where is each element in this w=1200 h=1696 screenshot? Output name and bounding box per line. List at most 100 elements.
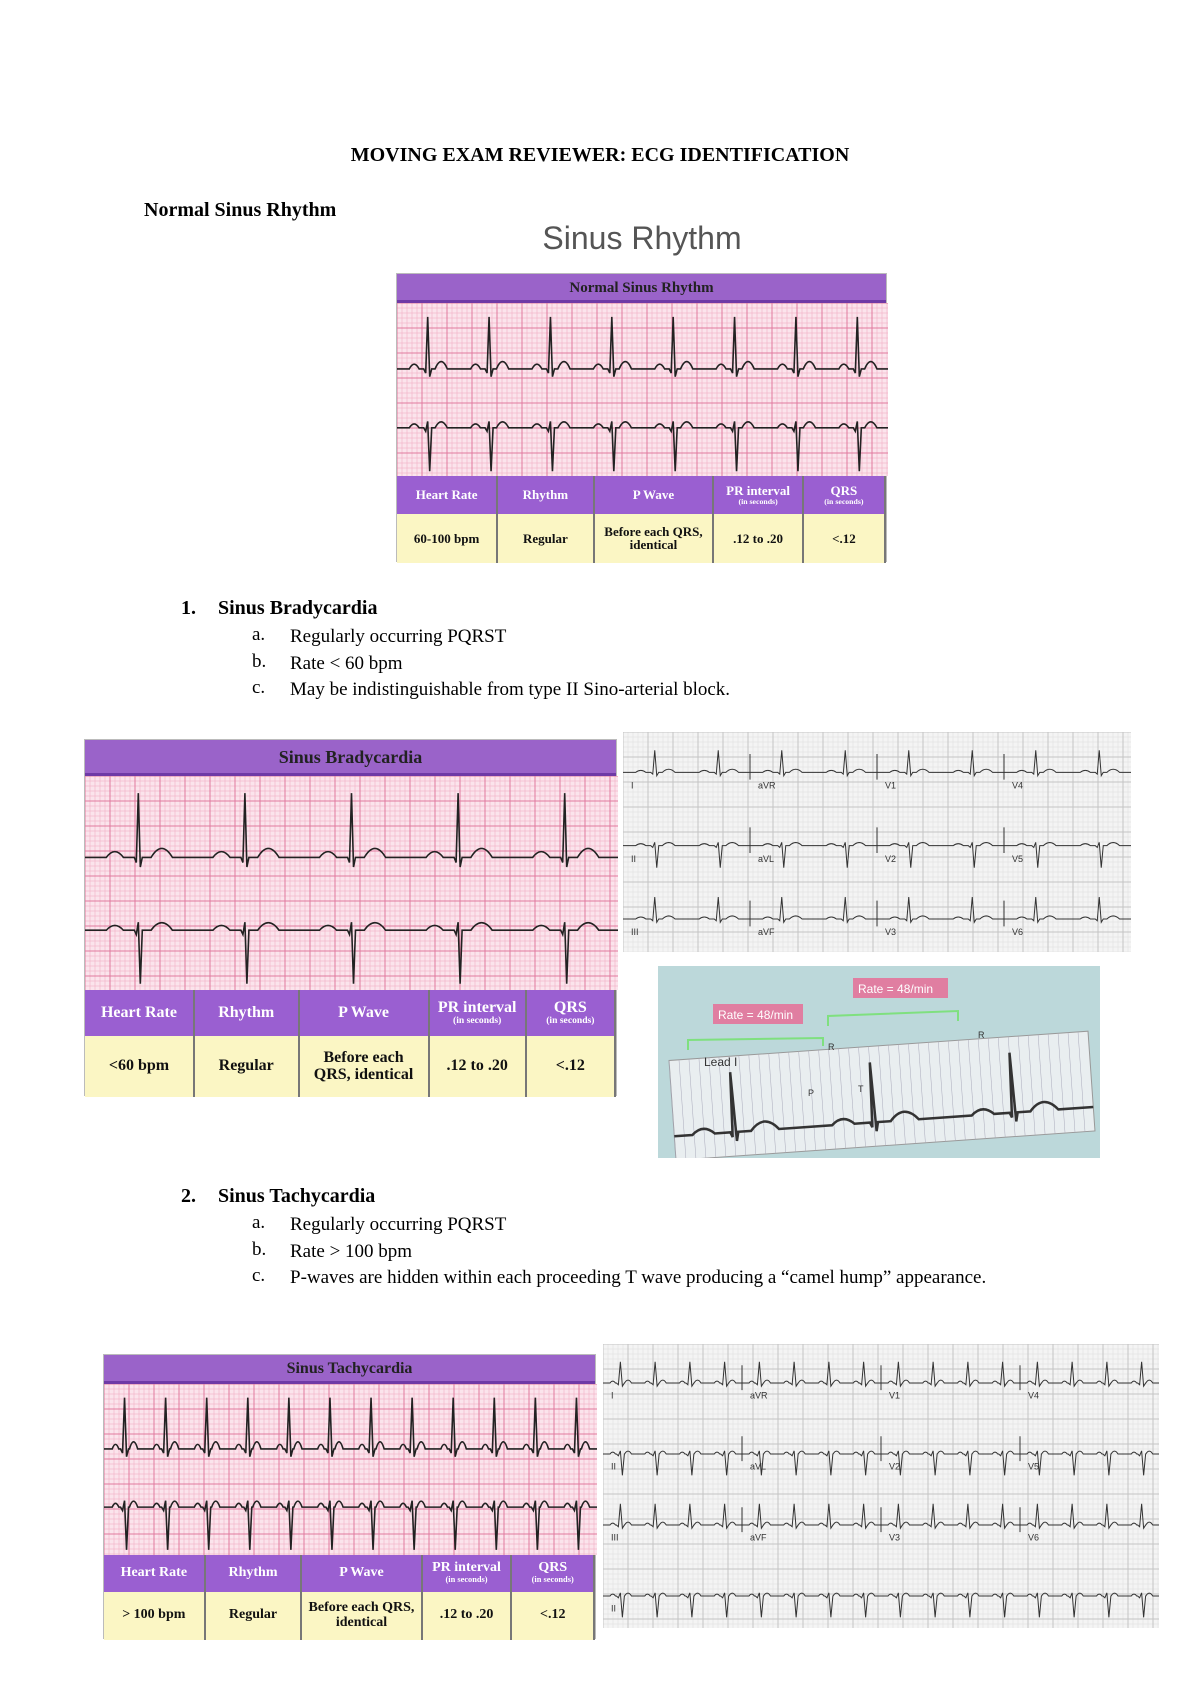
- paper-grid: [858, 1047, 866, 1148]
- lead-label: II: [611, 1462, 616, 1472]
- lead-label: V2: [889, 1462, 900, 1472]
- rhythm-card: Normal Sinus Rhythm Heart Rate Rhythm P Wav…: [396, 273, 888, 563]
- lead-label: I: [611, 1391, 614, 1401]
- ecg-trace: [623, 750, 1131, 778]
- header-label: Rhythm: [522, 487, 569, 503]
- value-text: .12 to .20: [733, 530, 783, 546]
- paper-grid: [768, 1053, 776, 1154]
- paper-grid: [778, 1052, 786, 1153]
- ecg-strip: [397, 302, 888, 477]
- header-cell: QRS (in seconds): [803, 476, 886, 514]
- header-cell: P Wave: [302, 1554, 423, 1592]
- lead-label: V4: [1028, 1391, 1039, 1401]
- paper-grid: [898, 1044, 906, 1145]
- value-text: Before each QRS, identical: [308, 1600, 415, 1630]
- lead-label: III: [611, 1533, 619, 1543]
- paper-grid: [828, 1049, 836, 1150]
- lead-label: I: [631, 780, 634, 790]
- lead-label: V1: [885, 780, 896, 790]
- item-marker: b.: [252, 650, 267, 672]
- header-cell: P Wave: [594, 476, 715, 514]
- header-cell: QRS (in seconds): [526, 989, 616, 1037]
- table-values: <60 bpm Regular Before each QRS, identical…: [85, 1036, 616, 1097]
- item-text: P-waves are hidden within each proceedin…: [290, 1267, 987, 1288]
- header-note: (in seconds): [738, 496, 778, 506]
- paper-grid: [958, 1040, 966, 1141]
- paper-grid: [798, 1051, 806, 1152]
- value-cell: <.12: [803, 513, 886, 563]
- lead-label: V3: [885, 927, 896, 937]
- item-text: Regularly occurring PQRST: [290, 626, 507, 647]
- rhythm-card: Sinus Bradycardia Heart Rate Rhythm P Wave P…: [84, 739, 618, 1097]
- grid: [603, 1344, 1159, 1628]
- value-cell: Before each QRS, identical: [594, 513, 715, 563]
- lead-label: aVL: [758, 854, 774, 864]
- ecg-trace: [104, 1397, 597, 1457]
- header-label: Heart Rate: [100, 1003, 177, 1021]
- header-label: Heart Rate: [120, 1564, 188, 1580]
- header-cell: Heart Rate: [397, 476, 499, 514]
- ecg-trace: [85, 792, 618, 867]
- lead-name: Lead I: [704, 1055, 737, 1069]
- header-label: QRS: [553, 998, 587, 1016]
- lead-label: V6: [1028, 1533, 1039, 1543]
- value-text: <.12: [555, 1057, 585, 1075]
- lead-label: V5: [1012, 854, 1023, 864]
- header-label: Rhythm: [228, 1564, 278, 1580]
- value-text: > 100 bpm: [122, 1607, 186, 1623]
- paper-grid: [908, 1043, 916, 1144]
- lead-label: II: [631, 854, 636, 864]
- paper-grid: [668, 1060, 677, 1158]
- rhythm-card: Sinus Tachycardia Heart Rate Rhythm P Wave P…: [103, 1354, 597, 1640]
- header-label: PR interval: [437, 998, 517, 1016]
- wave-label: T: [858, 1084, 864, 1094]
- table-header: Heart Rate Rhythm P Wave PR interval (in sec…: [397, 476, 886, 514]
- item-marker: a.: [252, 624, 266, 645]
- table-values: > 100 bpm Regular Before each QRS, identic…: [104, 1591, 595, 1640]
- value-text: Before each QRS, identical: [313, 1048, 414, 1083]
- item-marker: c.: [252, 677, 266, 698]
- header-label: P Wave: [632, 487, 675, 503]
- ecg-trace: [397, 316, 888, 377]
- rate-bracket: [827, 1009, 959, 1026]
- item-text: Rate < 60 bpm: [290, 652, 403, 674]
- value-text: Before each QRS, identical: [604, 523, 703, 553]
- header-cell: P Wave: [299, 989, 430, 1037]
- paper-grid: [938, 1041, 946, 1142]
- ecg-trace: [623, 842, 1131, 868]
- paper-grid: [968, 1039, 976, 1140]
- paper-grid: [1027, 1035, 1036, 1136]
- value-cell: .12 to .20: [422, 1591, 513, 1640]
- table-values: 60-100 bpm Regular Before each QRS, identi…: [397, 513, 886, 563]
- wave-label: R: [978, 1030, 985, 1040]
- header-cell: Rhythm: [205, 1554, 303, 1592]
- paper-grid: [948, 1040, 956, 1141]
- header-label: P Wave: [339, 1564, 384, 1580]
- header-cell: Rhythm: [498, 476, 595, 514]
- grid: [397, 302, 888, 477]
- lead-label: aVR: [758, 780, 776, 790]
- item-marker: b.: [252, 1238, 267, 1260]
- paper-grid: [838, 1048, 846, 1149]
- list-heading: Sinus Bradycardia: [218, 597, 378, 619]
- paper-grid: [1017, 1036, 1026, 1136]
- figure-title: Sinus Rhythm: [542, 220, 742, 256]
- paper-grid: [748, 1054, 757, 1155]
- paper-grid: [918, 1043, 926, 1143]
- paper-grid: [688, 1059, 697, 1158]
- rate-bracket: [687, 1036, 824, 1050]
- item-text: May be indistinguishable from type II Si…: [290, 679, 731, 700]
- paper-grid: [758, 1054, 767, 1154]
- paper-grid: [788, 1052, 796, 1152]
- paper-grid: [997, 1037, 1006, 1138]
- lead-label: V1: [889, 1391, 900, 1401]
- header-label: Heart Rate: [415, 487, 478, 503]
- lead-label: aVR: [750, 1391, 768, 1401]
- rate-box: [713, 1004, 803, 1024]
- value-cell: Regular: [498, 513, 595, 563]
- paper-grid: [738, 1055, 747, 1156]
- value-cell: <.12: [512, 1591, 595, 1640]
